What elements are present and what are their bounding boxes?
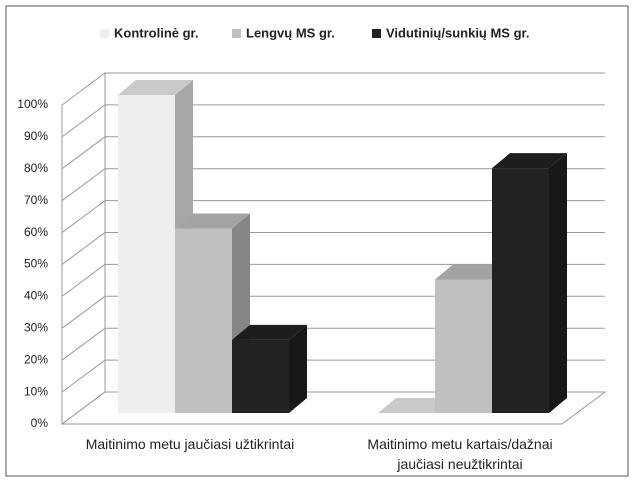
legend-label: Lengvų MS gr. <box>246 25 335 40</box>
legend-swatch <box>100 29 109 38</box>
legend-label: Kontrolinė gr. <box>114 25 199 40</box>
y-tick-label: 0% <box>31 416 49 430</box>
y-tick-label: 20% <box>24 352 48 366</box>
bar <box>118 95 175 413</box>
bar-top <box>378 398 453 413</box>
y-tick-label: 50% <box>24 257 48 271</box>
y-tick-label: 40% <box>24 289 48 303</box>
grid-line <box>61 72 605 106</box>
grid-line <box>61 232 605 265</box>
legend-swatch <box>372 29 381 38</box>
bar <box>435 279 492 413</box>
x-tick-label: Maitinimo metu jaučiasi užtikrintai <box>85 436 295 452</box>
legend-label: Vidutinių/sunkių MS gr. <box>386 25 530 40</box>
y-tick-label: 10% <box>24 384 48 398</box>
bar-top <box>175 213 250 229</box>
y-tick-label: 60% <box>24 225 48 239</box>
grid-line <box>61 136 605 170</box>
y-tick-label: 90% <box>24 129 48 143</box>
bar <box>492 168 549 413</box>
bar-top <box>492 153 567 169</box>
legend-swatch <box>232 29 241 38</box>
bar-top <box>118 80 193 95</box>
grid-line <box>61 104 605 138</box>
grid-line <box>61 200 605 234</box>
bar-top <box>435 264 510 280</box>
frame <box>5 5 629 477</box>
bar-side <box>289 324 307 413</box>
x-tick-label: Maitinimo metu kartais/dažnai jaučiasi n… <box>367 436 553 472</box>
y-tick-label: 70% <box>24 193 48 207</box>
bar-top <box>232 324 307 340</box>
y-tick-label: 100% <box>17 97 48 111</box>
grid-line <box>61 263 605 297</box>
y-tick-label: 80% <box>24 161 48 175</box>
bar <box>232 339 289 413</box>
bar <box>175 228 232 413</box>
grid-line <box>61 168 605 202</box>
bar-side <box>549 153 567 413</box>
y-tick-label: 30% <box>24 320 48 334</box>
